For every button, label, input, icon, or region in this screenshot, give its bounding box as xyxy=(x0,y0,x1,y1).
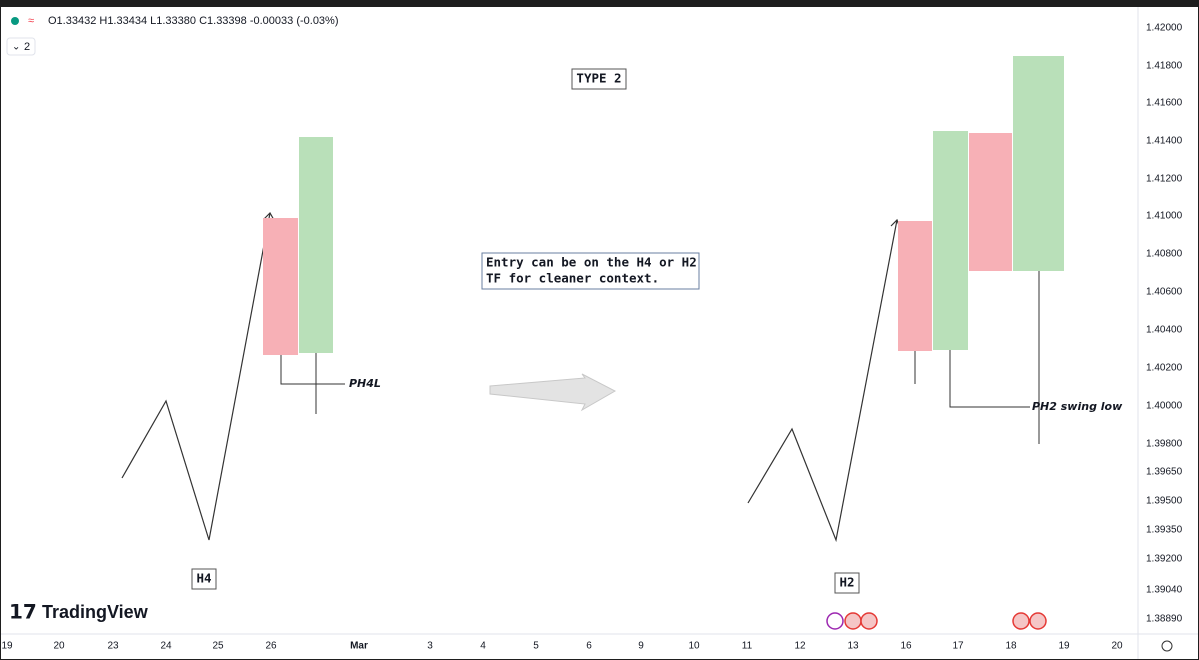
time-label: 11 xyxy=(742,641,753,652)
bullish-candle xyxy=(299,137,333,353)
time-label: 26 xyxy=(265,641,277,652)
time-label: 12 xyxy=(794,641,806,652)
ph4l-line xyxy=(280,355,345,385)
time-label: 20 xyxy=(53,641,65,652)
price-label: 1.39350 xyxy=(1146,525,1183,536)
price-label: 1.40800 xyxy=(1146,249,1183,260)
time-label: 20 xyxy=(1111,641,1123,652)
event-icon[interactable] xyxy=(844,612,862,630)
time-label: 4 xyxy=(480,641,486,652)
ph2-label: PH2 swing low xyxy=(1032,400,1123,413)
bullish-candle xyxy=(933,131,968,350)
time-label: 18 xyxy=(1005,641,1017,652)
price-label: 1.41200 xyxy=(1146,174,1183,185)
time-label: 19 xyxy=(1,641,13,652)
event-icon[interactable] xyxy=(860,612,878,630)
h4-box xyxy=(191,568,217,590)
price-path xyxy=(121,212,271,541)
price-label: 1.41600 xyxy=(1146,98,1183,109)
time-label: 9 xyxy=(638,641,644,652)
axes: 1.42000 1.41800 1.41600 1.41400 1.41200 1.410… xyxy=(1,23,1182,652)
chevron: ⌄ xyxy=(12,42,20,53)
price-label: 1.40200 xyxy=(1146,363,1183,374)
status-dot xyxy=(11,17,19,25)
price-label: 1.41000 xyxy=(1146,211,1183,222)
price-label: 1.39500 xyxy=(1146,496,1183,507)
symbol-icon: ≈ xyxy=(28,15,34,27)
time-label: 16 xyxy=(900,641,912,652)
price-label: 1.40400 xyxy=(1146,325,1183,336)
ohlc: O1.33432 H1.33434 L1.33380 C1.33398 -0.0… xyxy=(48,15,339,27)
time-label: 23 xyxy=(107,641,119,652)
price-path xyxy=(747,219,898,543)
entry-box xyxy=(481,252,700,290)
price-label: 1.38890 xyxy=(1146,614,1183,625)
indicator-toggle[interactable] xyxy=(6,37,36,56)
h2-label: H2 xyxy=(839,575,854,590)
price-label: 1.39040 xyxy=(1146,585,1183,596)
price-label: 1.39200 xyxy=(1146,554,1183,565)
bullish-candle xyxy=(1013,56,1064,271)
ph2-line xyxy=(949,350,1030,408)
price-label: 1.41400 xyxy=(1146,136,1183,147)
transition-arrow xyxy=(489,373,617,412)
chart-canvas xyxy=(1,7,1198,659)
bearish-candle xyxy=(263,218,298,355)
price-label: 1.39650 xyxy=(1146,467,1183,478)
type-box xyxy=(571,68,627,90)
time-label: 5 xyxy=(533,641,539,652)
time-label: 17 xyxy=(952,641,964,652)
type-label: TYPE 2 xyxy=(576,71,621,86)
time-label: 6 xyxy=(586,641,592,652)
event-icon[interactable] xyxy=(1029,612,1047,630)
entry-line: TF for cleaner context. xyxy=(486,271,659,286)
indicator-count: 2 xyxy=(24,41,30,53)
event-icon[interactable] xyxy=(826,612,844,630)
price-label: 1.41800 xyxy=(1146,61,1183,72)
time-label: 10 xyxy=(688,641,700,652)
time-label: 24 xyxy=(160,641,172,652)
settings-icon[interactable] xyxy=(1161,640,1173,652)
bearish-candle xyxy=(969,133,1012,271)
time-label: 13 xyxy=(847,641,859,652)
h2-box xyxy=(834,572,860,594)
logo-text: TradingView xyxy=(42,602,149,622)
price-label: 1.40600 xyxy=(1146,287,1183,298)
time-label: 19 xyxy=(1058,641,1070,652)
arrow-head xyxy=(263,212,275,221)
price-label: 1.40000 xyxy=(1146,401,1183,412)
time-label: 3 xyxy=(427,641,433,652)
time-label: Mar xyxy=(350,641,368,652)
event-icon[interactable] xyxy=(1012,612,1030,630)
logo-mark: 𝟭𝟳 xyxy=(9,601,37,623)
entry-line: Entry can be on the H4 or H2 xyxy=(486,255,697,270)
ph4l-label: PH4L xyxy=(349,377,381,390)
time-label: 25 xyxy=(212,641,224,652)
price-label: 1.42000 xyxy=(1146,23,1183,34)
h4-label: H4 xyxy=(196,571,211,586)
price-label: 1.39800 xyxy=(1146,439,1183,450)
bearish-candle xyxy=(898,221,932,351)
